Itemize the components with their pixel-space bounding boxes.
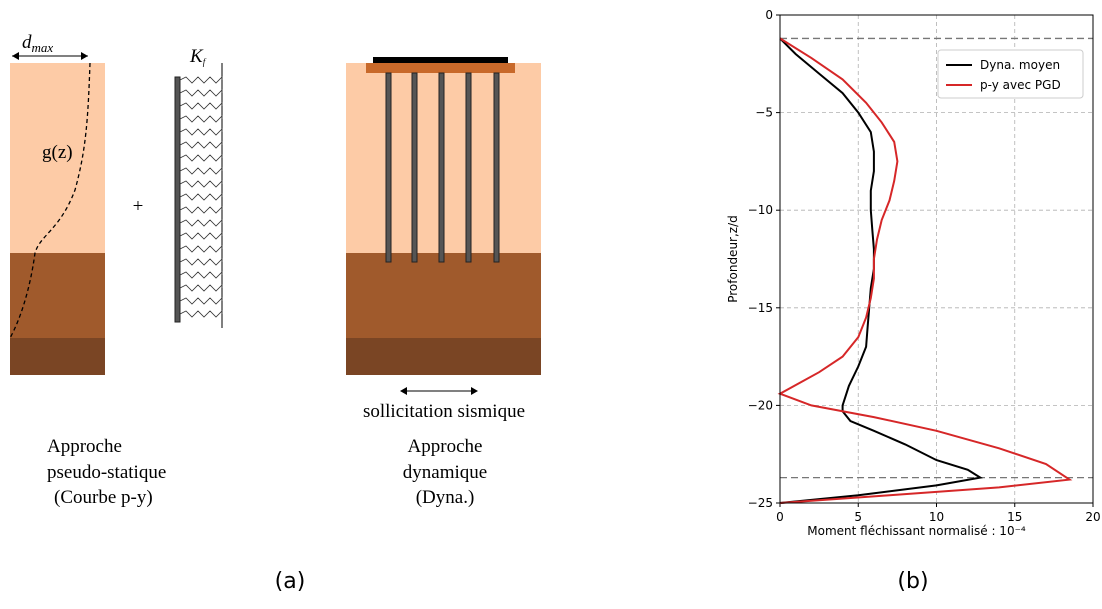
legend-box [937, 49, 1084, 99]
x-tick-label: 10 [929, 510, 944, 524]
spring [179, 258, 223, 266]
dmax-label: dmax [22, 32, 53, 55]
caption-line: (Courbe p-y) [54, 487, 153, 508]
spring [179, 115, 223, 123]
kf-label: Kf [189, 46, 207, 67]
caption-line: pseudo-statique [47, 462, 166, 483]
pile [493, 72, 500, 263]
soil-base [346, 338, 541, 375]
spring [179, 284, 223, 292]
pile [411, 72, 418, 263]
y-tick-label: 0 [765, 8, 773, 22]
caption-line: dynamique [403, 462, 487, 483]
y-tick-label: −15 [748, 301, 773, 315]
legend-label: p-y avec PGD [980, 78, 1061, 92]
spring [179, 245, 223, 253]
x-axis-label: Moment fléchissant normalisé : 10⁻⁴ [807, 524, 1026, 538]
spring [179, 297, 223, 305]
spring [179, 180, 223, 188]
y-tick-label: −25 [748, 496, 773, 510]
spring [179, 128, 223, 136]
pile [385, 72, 392, 263]
panel-label: (b) [897, 569, 928, 594]
series-line [779, 37, 984, 504]
superstructure [373, 57, 508, 63]
spring [179, 154, 223, 162]
soil-mid [346, 253, 541, 338]
x-tick-label: 20 [1085, 510, 1100, 524]
x-tick-label: 15 [1007, 510, 1022, 524]
chart: 0 5 10 15 20 0 −5 −10 −15 −20 −25 Dyna. moyen p-y av… [726, 8, 1101, 594]
spring [179, 167, 223, 175]
soil-base [10, 338, 105, 375]
y-tick-label: −10 [748, 203, 773, 217]
x-tick-label: 0 [776, 510, 784, 524]
soil-mid [10, 253, 105, 338]
spring [179, 219, 223, 227]
x-tick-label: 5 [854, 510, 862, 524]
pile [465, 72, 472, 263]
pile-cap [366, 63, 515, 73]
panel-label: (a) [275, 569, 306, 594]
pile [174, 76, 181, 323]
diagram: dmax g(z) + Kf sollicitation sismique Ap… [9, 32, 541, 594]
pile-group [385, 72, 500, 263]
pile [438, 72, 445, 263]
spring [179, 141, 223, 149]
spring [179, 76, 223, 84]
plot-frame [779, 14, 1094, 504]
spring [179, 271, 223, 279]
y-axis-label: Profondeur,z/d [726, 215, 740, 303]
spring [179, 310, 223, 318]
legend-label: Dyna. moyen [980, 58, 1060, 72]
spring [179, 232, 223, 240]
y-tick-label: −20 [748, 398, 773, 412]
caption-line: Approche [47, 436, 122, 457]
gz-label: g(z) [42, 142, 73, 163]
plus: + [133, 196, 144, 217]
excitation-label: sollicitation sismique [363, 401, 525, 422]
springs [179, 76, 223, 318]
y-tick-label: −5 [755, 106, 773, 120]
spring [179, 206, 223, 214]
spring [179, 89, 223, 97]
displacement-profile [9, 62, 91, 339]
caption-line: Approche [408, 436, 483, 457]
spring [179, 193, 223, 201]
caption-line: (Dyna.) [416, 487, 475, 508]
series-line [777, 37, 1073, 504]
spring [179, 102, 223, 110]
